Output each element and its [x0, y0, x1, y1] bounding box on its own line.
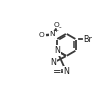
Text: N: N	[50, 31, 55, 37]
Text: N: N	[54, 46, 60, 55]
Text: =: =	[53, 67, 61, 77]
Text: O: O	[54, 22, 59, 28]
Text: Br: Br	[83, 35, 92, 44]
Text: -: -	[59, 24, 61, 30]
Text: O: O	[39, 32, 45, 38]
Text: +: +	[54, 28, 59, 33]
Text: N: N	[63, 67, 69, 76]
Text: N: N	[50, 58, 56, 67]
